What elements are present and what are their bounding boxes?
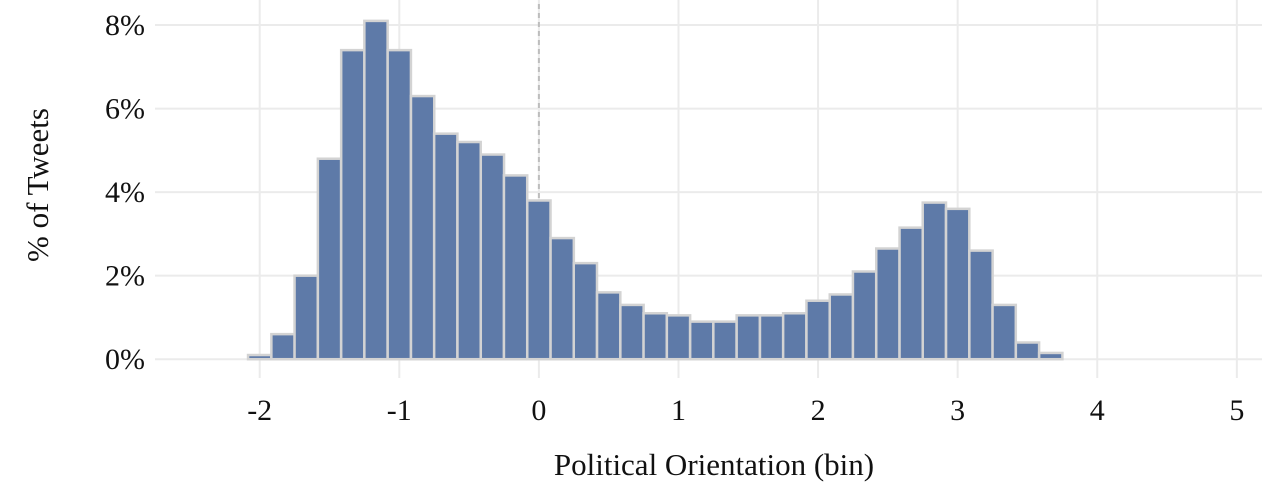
- histogram-bar: [991, 303, 1018, 361]
- histogram-bar: [1014, 341, 1041, 361]
- histogram-bar: [409, 94, 436, 361]
- histogram-bar: [456, 140, 482, 361]
- histogram-bar: [828, 293, 855, 361]
- histogram-bar: [944, 207, 971, 361]
- histogram-bar: [502, 174, 529, 361]
- histogram-bar: [246, 353, 273, 361]
- histogram-bar: [270, 332, 296, 361]
- x-tick-label: 0: [531, 394, 546, 427]
- histogram-bar: [432, 132, 459, 361]
- x-tick-label: 5: [1229, 394, 1244, 427]
- x-tick-label: 3: [950, 394, 965, 427]
- histogram-bar: [479, 153, 506, 361]
- histogram-bar: [968, 249, 994, 361]
- x-tick-label: 2: [811, 394, 826, 427]
- histogram-bar: [688, 320, 715, 361]
- y-axis-ticks: 0% 2% 4% 6% 8%: [105, 9, 145, 376]
- histogram-bar: [665, 314, 692, 361]
- histogram-bar: [293, 274, 320, 361]
- y-axis-title: % of Tweets: [20, 108, 55, 262]
- histogram-bar: [549, 236, 576, 361]
- x-tick-label: -2: [247, 394, 272, 427]
- histogram-bar: [642, 312, 669, 361]
- histogram-bar: [363, 19, 389, 361]
- y-tick-label: 0%: [105, 343, 145, 376]
- histogram-bar: [874, 247, 901, 361]
- histogram-bar: [572, 261, 599, 361]
- x-axis-ticks: -2 -1 0 1 2 3 4 5: [247, 394, 1244, 427]
- x-tick-label: 4: [1090, 394, 1105, 427]
- y-tick-label: 8%: [105, 9, 145, 42]
- y-tick-label: 6%: [105, 93, 145, 126]
- histogram-bar: [1037, 351, 1064, 361]
- histogram-bar: [316, 157, 343, 361]
- histogram-bar: [758, 314, 785, 361]
- x-axis-title: Political Orientation (bin): [554, 447, 874, 482]
- histogram-bar: [921, 201, 948, 361]
- histogram-bar: [851, 270, 878, 361]
- y-tick-label: 4%: [105, 176, 145, 209]
- histogram-bars: [246, 19, 1064, 361]
- histogram-bar: [712, 320, 738, 361]
- histogram-bar: [595, 291, 622, 361]
- histogram-bar: [805, 299, 831, 361]
- histogram-bar: [339, 48, 366, 361]
- histogram-bar: [735, 314, 762, 361]
- histogram-bar: [781, 312, 808, 361]
- histogram-bar: [619, 303, 645, 361]
- histogram-bar: [386, 48, 413, 361]
- y-tick-label: 2%: [105, 260, 145, 293]
- x-tick-label: 1: [671, 394, 686, 427]
- x-tick-label: -1: [387, 394, 412, 427]
- histogram-bar: [526, 199, 552, 361]
- histogram-bar: [898, 226, 925, 361]
